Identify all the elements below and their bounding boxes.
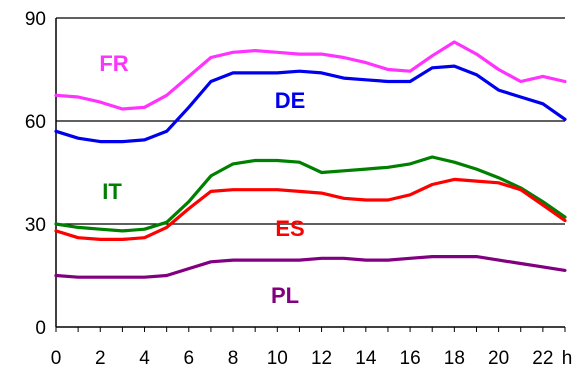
y-tick-label: 0	[35, 318, 46, 339]
series-label-fr: FR	[99, 51, 128, 76]
x-tick-label: 12	[311, 348, 332, 369]
x-tick-label: 10	[267, 348, 288, 369]
tick-labels: 0 30 60 90 0 2 4 6 8 10 12 14 16 18 20 22 h	[25, 9, 572, 369]
y-tick-label: 30	[25, 215, 46, 236]
x-tick-label: 18	[444, 348, 465, 369]
series-line-it	[54, 155, 567, 233]
series-line-pl	[54, 255, 567, 279]
x-tick-label: 0	[51, 348, 62, 369]
series-label-de: DE	[275, 88, 306, 113]
y-tick-label: 90	[25, 9, 46, 30]
x-tick-label: 2	[95, 348, 106, 369]
series-label-es: ES	[275, 216, 304, 241]
series-line-de	[54, 64, 567, 144]
series-lines	[54, 40, 567, 279]
series-label-it: IT	[102, 179, 122, 204]
series-line-es	[54, 177, 567, 241]
series-label-pl: PL	[271, 283, 299, 308]
x-tick-label: 14	[355, 348, 377, 369]
x-tick-label: 8	[228, 348, 239, 369]
x-tick-label: 16	[400, 348, 421, 369]
x-tick-label: 22	[532, 348, 553, 369]
x-tick-label: 20	[488, 348, 509, 369]
x-tick-label: 6	[183, 348, 194, 369]
x-unit-label: h	[562, 348, 572, 369]
series-labels: FR DE IT ES PL	[99, 51, 305, 308]
gridlines	[56, 17, 565, 225]
series-line-fr	[54, 40, 567, 111]
y-tick-label: 60	[25, 112, 46, 133]
x-tick-label: 4	[139, 348, 150, 369]
